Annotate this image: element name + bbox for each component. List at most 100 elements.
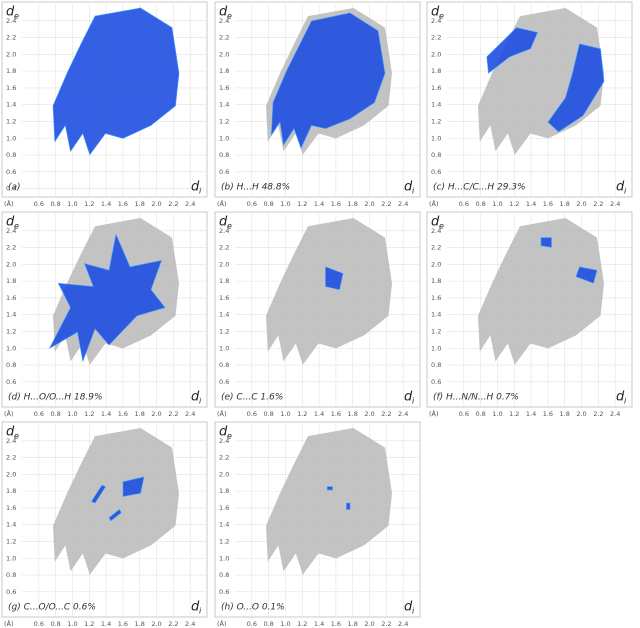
x-tick-label: 0.8 bbox=[50, 200, 60, 208]
y-tick-label: 1.0 bbox=[219, 134, 229, 142]
panel-label: (d) H...O/O...H 18.9% bbox=[8, 393, 103, 403]
y-tick-label: 0.8 bbox=[219, 571, 229, 579]
x-tick-label: 1.6 bbox=[118, 200, 128, 208]
x-tick-label: 2.2 bbox=[381, 410, 391, 418]
x-tick-label: 1.2 bbox=[297, 410, 307, 418]
x-tick-label: 0.8 bbox=[263, 410, 273, 418]
y-tick-label: 0.8 bbox=[431, 151, 441, 159]
x-tick-label: 1.2 bbox=[509, 200, 519, 208]
y-axis-sub: e bbox=[14, 432, 19, 441]
y-tick-label: 1.2 bbox=[6, 327, 16, 335]
y-tick-label: 1.2 bbox=[6, 117, 16, 125]
y-tick-label: 1.4 bbox=[219, 521, 229, 529]
x-axis-sub: i bbox=[199, 187, 202, 196]
fingerprint-background bbox=[53, 428, 179, 575]
y-tick-label: 1.2 bbox=[219, 327, 229, 335]
y-tick-label: 1.4 bbox=[219, 311, 229, 319]
x-tick-label: 0.8 bbox=[263, 620, 273, 628]
x-tick-label: 0.6 bbox=[247, 620, 257, 628]
y-tick-label: 1.8 bbox=[6, 277, 16, 285]
y-tick-label: 2.2 bbox=[6, 244, 16, 252]
y-tick-label: 0.8 bbox=[431, 361, 441, 369]
x-unit: (Å) bbox=[217, 199, 227, 208]
fingerprint-highlight bbox=[486, 27, 538, 74]
y-tick-label: 2.0 bbox=[6, 470, 16, 478]
y-tick-label: 0.6 bbox=[6, 378, 16, 386]
y-tick-label: 1.6 bbox=[219, 504, 229, 512]
y-tick-label: 2.0 bbox=[6, 50, 16, 58]
panel-label: (h) O...O 0.1% bbox=[221, 603, 285, 613]
fingerprint-highlight bbox=[547, 43, 605, 133]
fingerprint-highlight bbox=[91, 484, 106, 504]
x-tick-label: 2.2 bbox=[593, 200, 603, 208]
y-tick-label: 1.0 bbox=[431, 344, 441, 352]
x-tick-label: 1.2 bbox=[84, 200, 94, 208]
x-tick-label: 0.8 bbox=[475, 200, 485, 208]
y-tick-label: 1.6 bbox=[6, 294, 16, 302]
x-axis-sub: i bbox=[624, 187, 627, 196]
x-tick-label: 1.0 bbox=[67, 620, 77, 628]
fingerprint-background bbox=[266, 428, 392, 575]
y-tick-label: 0.6 bbox=[431, 168, 441, 176]
y-tick-label: 0.4 bbox=[6, 185, 16, 193]
y-tick-label: 1.0 bbox=[219, 344, 229, 352]
x-tick-label: 2.2 bbox=[168, 200, 178, 208]
fingerprint-highlight bbox=[540, 237, 552, 248]
x-tick-label: 1.0 bbox=[280, 620, 290, 628]
y-axis-label: d bbox=[219, 215, 228, 230]
x-axis-sub: i bbox=[199, 607, 202, 616]
x-axis-sub: i bbox=[412, 607, 415, 616]
x-tick-label: 2.4 bbox=[185, 200, 195, 208]
x-tick-label: 2.4 bbox=[185, 620, 195, 628]
x-tick-label: 1.0 bbox=[67, 410, 77, 418]
x-tick-label: 1.8 bbox=[348, 410, 358, 418]
y-tick-label: 0.8 bbox=[6, 151, 16, 159]
x-tick-label: 2.2 bbox=[593, 410, 603, 418]
y-tick-label: 1.4 bbox=[431, 101, 441, 109]
y-axis-label: d bbox=[431, 215, 440, 230]
x-tick-label: 1.6 bbox=[543, 410, 553, 418]
y-axis-sub: e bbox=[14, 12, 19, 21]
y-axis-sub: e bbox=[227, 12, 232, 21]
y-tick-label: 1.4 bbox=[431, 311, 441, 319]
y-tick-label: 1.2 bbox=[219, 537, 229, 545]
fingerprint-background bbox=[478, 218, 604, 365]
y-tick-label: 2.2 bbox=[6, 454, 16, 462]
y-tick-label: 1.2 bbox=[219, 117, 229, 125]
x-tick-label: 2.4 bbox=[185, 410, 195, 418]
x-unit: (Å) bbox=[4, 409, 14, 418]
panel-label: (g) C...O/O...C 0.6% bbox=[8, 603, 96, 613]
y-tick-label: 0.6 bbox=[219, 588, 229, 596]
y-tick-label: 2.4 bbox=[219, 437, 229, 445]
x-tick-label: 1.4 bbox=[526, 410, 536, 418]
x-tick-label: 1.2 bbox=[84, 620, 94, 628]
x-tick-label: 1.0 bbox=[492, 200, 502, 208]
y-tick-label: 1.8 bbox=[219, 277, 229, 285]
y-tick-label: 1.0 bbox=[431, 134, 441, 142]
y-tick-label: 2.4 bbox=[6, 437, 16, 445]
x-axis-sub: i bbox=[412, 187, 415, 196]
y-tick-label: 2.0 bbox=[219, 260, 229, 268]
y-tick-label: 2.0 bbox=[431, 50, 441, 58]
fingerprint-highlight bbox=[52, 7, 180, 156]
y-axis-sub: e bbox=[227, 432, 232, 441]
y-tick-label: 1.4 bbox=[6, 311, 16, 319]
x-tick-label: 2.2 bbox=[381, 620, 391, 628]
y-tick-label: 1.6 bbox=[431, 84, 441, 92]
x-tick-label: 0.6 bbox=[247, 200, 257, 208]
y-tick-label: 1.4 bbox=[6, 101, 16, 109]
x-tick-label: 0.8 bbox=[475, 410, 485, 418]
y-tick-label: 1.6 bbox=[219, 84, 229, 92]
x-tick-label: 0.6 bbox=[247, 410, 257, 418]
x-tick-label: 2.2 bbox=[168, 410, 178, 418]
y-tick-label: 2.0 bbox=[219, 50, 229, 58]
y-tick-label: 0.6 bbox=[219, 378, 229, 386]
x-tick-label: 1.0 bbox=[280, 200, 290, 208]
y-tick-label: 2.2 bbox=[6, 34, 16, 42]
x-tick-label: 1.4 bbox=[101, 410, 111, 418]
y-tick-label: 1.6 bbox=[6, 84, 16, 92]
y-tick-label: 1.4 bbox=[219, 101, 229, 109]
panel: 0.6 0.8 1.0 1.2 1.4 1.6 1.8 2.0 2.2 2.4 0.6 0.8 1.0 1… bbox=[1, 211, 208, 418]
x-tick-label: 1.8 bbox=[135, 620, 145, 628]
